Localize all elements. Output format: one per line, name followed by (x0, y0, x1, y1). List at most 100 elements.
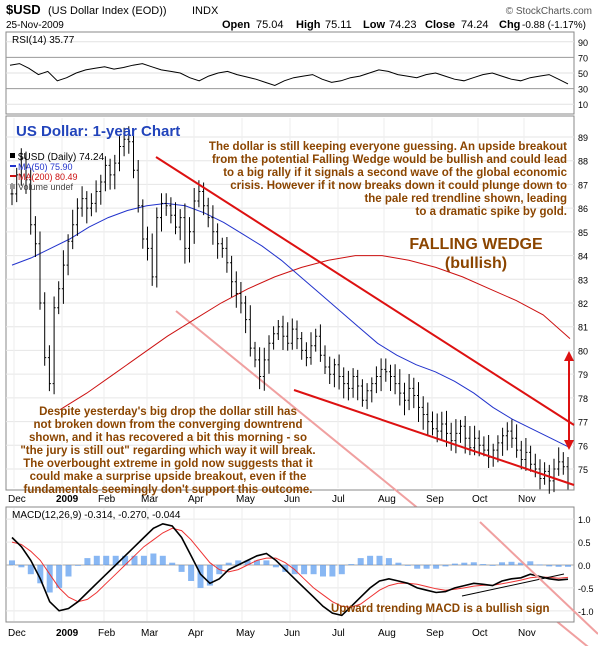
macd-histogram-bar (9, 560, 15, 565)
macd-histogram-bar (461, 562, 468, 565)
ma50-legend-swatch (10, 165, 16, 167)
macd-tick-label: -1.0 (578, 607, 594, 617)
commentary-line: the pale red trendline shown, leading (364, 193, 567, 205)
high-value: 75.11 (325, 19, 352, 31)
macd-histogram-bar (37, 565, 44, 584)
chg-label: Chg (499, 19, 520, 31)
price-tick-label: 80 (578, 346, 588, 356)
rsi-panel: 10 30 50 70 90 RSI(14) 35.77 (5, 31, 588, 115)
low-value: 74.23 (389, 19, 417, 31)
header-date: 25-Nov-2009 (6, 20, 64, 31)
macd-histogram-bar (414, 565, 421, 569)
chg-value: -0.88 (-1.17%) (522, 20, 586, 31)
price-tick-label: 78 (578, 394, 588, 404)
macd-histogram-bar (263, 560, 270, 565)
pale-red-trendline-extension (479, 521, 598, 635)
macd-histogram-bar (536, 564, 543, 566)
lower-note-line: Despite yesterday's big drop the dollar … (39, 406, 297, 418)
price-tick-label: 87 (578, 180, 588, 190)
high-label: High (296, 19, 321, 31)
macd-histogram-bar (197, 565, 204, 588)
lower-note-line: The overbought extreme in gold now sugge… (23, 458, 313, 470)
price-tick-label: 85 (578, 228, 588, 238)
rsi-line (9, 63, 569, 87)
price-tick-label: 76 (578, 441, 588, 451)
rsi-tick-label: 70 (578, 53, 588, 63)
price-tick-label: 82 (578, 299, 588, 309)
usd-legend-swatch (10, 153, 15, 158)
macd-histogram-bar (385, 558, 392, 565)
price-tick-label: 79 (578, 370, 588, 380)
macd-histogram-bar (433, 565, 440, 569)
macd-histogram-bar (27, 565, 34, 575)
macd-histogram-bar (357, 558, 364, 565)
macd-histogram-bar (122, 555, 129, 565)
macd-trendline (461, 573, 565, 597)
close-value: 74.24 (461, 19, 489, 31)
ma50-line (11, 202, 571, 449)
price-tick-label: 89 (578, 133, 588, 143)
macd-x-tick-label: Feb (98, 628, 116, 639)
macd-histogram-bar (75, 565, 81, 566)
ma200-line (59, 255, 571, 411)
macd-histogram-bar (140, 555, 147, 565)
header-exchange: INDX (192, 5, 219, 17)
price-x-axis: Dec 2009 Feb Mar Apr May Jun Jul Aug Sep Oct Nov (8, 494, 536, 505)
price-tick-label: 77 (578, 418, 588, 428)
volume-legend-swatch (10, 184, 15, 189)
pattern-subtitle: (bullish) (445, 255, 507, 272)
macd-histogram-bar (65, 565, 72, 577)
price-x-tick-label: Nov (518, 494, 536, 505)
price-tick-label: 84 (578, 252, 588, 262)
macd-histogram-bar (555, 565, 562, 567)
macd-x-tick-label: Nov (518, 628, 536, 639)
macd-histogram-bar (225, 562, 232, 565)
wedge-lower-trendline (293, 389, 575, 486)
target-arrow-up-head (564, 351, 574, 361)
macd-histogram-bar (235, 560, 242, 565)
macd-histogram-bar (451, 563, 458, 565)
macd-histogram-bar (112, 555, 119, 565)
macd-x-tick-label: May (236, 628, 255, 639)
macd-histogram-bar (84, 558, 91, 565)
macd-signal-line (11, 527, 569, 608)
commentary-line: The dollar is still keeping everyone gue… (209, 141, 567, 153)
macd-histogram-bar (178, 565, 185, 572)
macd-x-tick-label: Sep (426, 628, 444, 639)
price-x-tick-label: Aug (378, 494, 396, 505)
macd-tick-label: 0.5 (578, 538, 591, 548)
price-tick-label: 75 (578, 465, 588, 475)
commentary-text: The dollar is still keeping everyone gue… (209, 141, 568, 218)
macd-histogram-bar (131, 555, 138, 565)
ma50-legend-text: MA(50) 75.90 (18, 162, 73, 172)
lower-note-text: Despite yesterday's big drop the dollar … (20, 406, 315, 496)
macd-histogram-bar (310, 565, 317, 575)
macd-histogram-bar (404, 565, 411, 566)
macd-legend-text: MACD(12,26,9) -0.314, -0.270, -0.044 (12, 510, 181, 521)
header-name: (US Dollar Index (EOD)) (48, 5, 167, 17)
macd-histogram-bar (508, 561, 515, 565)
macd-axis-ticks: -1.0 -0.5 0.0 0.5 1.0 (578, 515, 594, 617)
commentary-line: to a dramatic spike by gold. (416, 206, 567, 218)
macd-histogram-bar (442, 565, 449, 567)
open-value: 75.04 (256, 19, 284, 31)
commentary-line: to a big rally if it signals a second wa… (223, 167, 567, 179)
price-axis-ticks: 75 76 77 78 79 80 81 82 83 84 85 86 87 88 89 (578, 133, 588, 475)
macd-histogram-bar (301, 565, 308, 575)
chart-title-annotation: US Dollar: 1-year Chart (16, 123, 180, 140)
price-x-tick-label: Dec (8, 494, 26, 505)
rsi-grid (6, 41, 574, 105)
lower-note-line: could make a surprise upside breakout, e… (30, 471, 307, 483)
macd-histogram-bar (527, 561, 534, 565)
price-tick-label: 83 (578, 275, 588, 285)
macd-histogram-bar (470, 562, 477, 566)
price-tick-label: 88 (578, 157, 588, 167)
macd-legend: MACD(12,26,9) -0.314, -0.270, -0.044 (12, 510, 181, 521)
rsi-tick-label: 90 (578, 38, 588, 48)
price-x-tick-label: Sep (426, 494, 444, 505)
macd-tick-label: 0.0 (578, 561, 591, 571)
ma200-legend-swatch (10, 175, 16, 177)
macd-histogram-bar (188, 565, 195, 581)
